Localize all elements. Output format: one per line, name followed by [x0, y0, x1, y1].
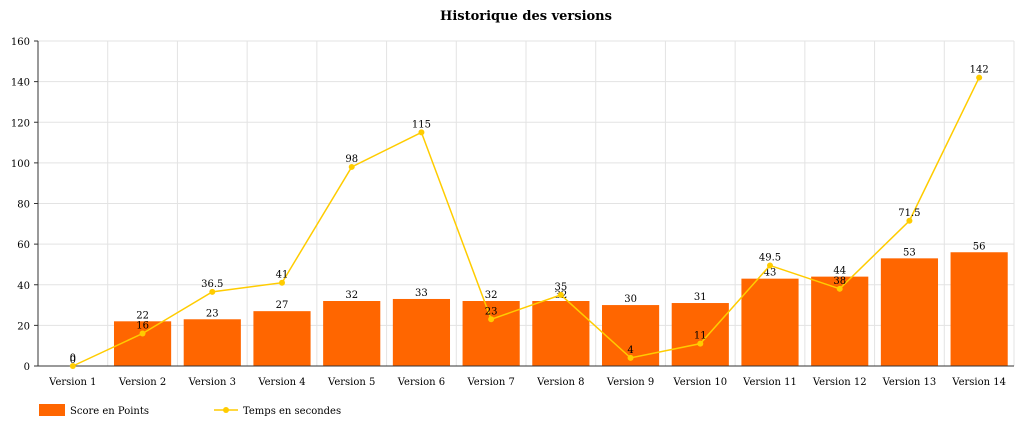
bar-data-label: 32: [345, 290, 358, 301]
x-tick-label: Version 3: [188, 377, 236, 388]
line-point: [279, 279, 285, 286]
y-tick-label: 0: [24, 362, 30, 373]
bar-data-label: 22: [136, 310, 149, 321]
bar-data-label: 44: [833, 266, 846, 277]
gridlines: [37, 40, 1015, 367]
line-data-label: 11: [694, 331, 707, 342]
line-point: [488, 316, 495, 323]
bar-score: [950, 252, 1008, 366]
bar-score: [741, 278, 799, 366]
line-data-label: 36.5: [201, 279, 223, 290]
line-temps: [72, 77, 980, 367]
bar-score: [392, 298, 451, 366]
line-point: [139, 330, 146, 337]
y-tick-label: 160: [11, 37, 30, 48]
chart-title: Historique des versions: [440, 9, 612, 24]
x-tick-label: Version 6: [397, 377, 445, 388]
y-tick-label: 40: [17, 281, 30, 292]
x-tick-label: Version 1: [48, 377, 96, 388]
bar-score: [183, 319, 241, 366]
line-point: [348, 163, 355, 170]
line-point: [209, 288, 216, 295]
bar-data-label: 27: [276, 300, 289, 311]
line-point: [836, 285, 843, 292]
line-data-label: 23: [485, 306, 498, 317]
bar-score: [671, 303, 729, 366]
y-tick-label: 80: [17, 200, 30, 211]
y-tick-label: 140: [11, 78, 30, 89]
bar-score: [880, 258, 939, 366]
line-point: [418, 129, 425, 136]
line-point: [906, 217, 913, 224]
bar-data-label: 32: [485, 290, 498, 301]
line-data-label: 38: [833, 276, 846, 287]
line-data-label: 41: [276, 270, 289, 281]
x-axis: Version 1 Version 2 Version 3 Version 4 Vers…: [38, 365, 1014, 388]
line-point: [557, 291, 564, 298]
legend-swatch-score: [39, 404, 65, 416]
legend-swatch-temps-marker: [223, 407, 229, 413]
y-tick-label: 20: [17, 321, 30, 332]
line-data-label: 115: [412, 119, 431, 130]
bar-data-label: 30: [624, 294, 637, 305]
legend: Score en Points Temps en secondes: [39, 404, 341, 417]
line-data-label: 35: [554, 282, 567, 293]
bar-score: [532, 301, 590, 366]
y-axis: 0 20 40 60 80 100 120 140 160: [11, 37, 39, 373]
x-tick-label: Version 13: [882, 377, 937, 388]
line-data-label: 98: [345, 154, 358, 165]
line-data-label: 142: [970, 65, 989, 76]
line-data-label: 16: [136, 321, 149, 332]
legend-label-temps: Temps en secondes: [243, 406, 341, 417]
bar-series: [44, 252, 1008, 367]
x-tick-label: Version 4: [257, 377, 305, 388]
line-data-label: 4: [627, 345, 633, 356]
line-data-labels: 0 16 36.5 41 98 115 23 35 4 11 49.5 38 71.5 142: [70, 65, 989, 364]
line-data-label: 0: [70, 353, 76, 364]
x-tick-label: Version 11: [742, 377, 797, 388]
x-tick-label: Version 7: [466, 377, 514, 388]
line-point: [627, 354, 634, 361]
line-series: [69, 74, 983, 369]
legend-label-score: Score en Points: [70, 406, 149, 417]
y-tick-label: 120: [11, 118, 30, 129]
bar-data-labels: 022232732333232303143445356: [70, 241, 986, 366]
line-point: [69, 363, 76, 369]
x-tick-label: Version 9: [606, 377, 654, 388]
x-tick-label: Version 10: [672, 377, 727, 388]
line-point: [976, 74, 983, 81]
bar-data-label: 0: [70, 355, 76, 366]
bar-data-label: 53: [903, 247, 916, 258]
bar-data-label: 33: [415, 288, 428, 299]
y-tick-label: 60: [17, 240, 30, 251]
line-data-label: 71.5: [898, 208, 920, 219]
bar-score: [253, 311, 311, 366]
bar-data-label: 31: [694, 292, 707, 303]
x-tick-label: Version 12: [812, 377, 867, 388]
x-tick-label: Version 8: [536, 377, 584, 388]
bar-score: [323, 301, 381, 366]
x-tick-label: Version 14: [951, 377, 1006, 388]
x-tick-label: Version 2: [118, 377, 166, 388]
x-tick-label: Version 5: [327, 377, 375, 388]
bar-score: [113, 321, 172, 366]
y-tick-label: 100: [11, 159, 30, 170]
bar-data-label: 56: [973, 241, 986, 252]
line-point: [697, 340, 704, 347]
line-point: [767, 262, 773, 269]
bar-data-label: 23: [206, 308, 219, 319]
bar-data-label: 43: [764, 268, 777, 279]
line-data-label: 49.5: [759, 252, 781, 263]
